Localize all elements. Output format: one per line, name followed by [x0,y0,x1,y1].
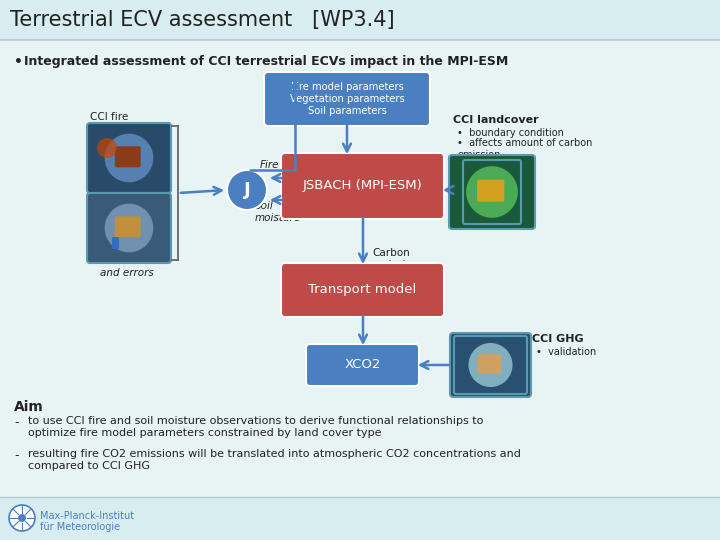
Text: CCI fire: CCI fire [90,112,128,122]
FancyBboxPatch shape [477,354,501,374]
Text: •  affects amount of carbon
emission: • affects amount of carbon emission [457,138,593,160]
Text: •  validation: • validation [536,347,596,357]
Text: JSBACH (MPI-ESM): JSBACH (MPI-ESM) [302,179,423,192]
FancyBboxPatch shape [87,193,171,263]
Text: and errors: and errors [100,268,154,278]
Text: Integrated assessment of CCI terrestrial ECVs impact in the MPI-ESM: Integrated assessment of CCI terrestrial… [24,55,508,68]
Circle shape [104,134,153,183]
FancyBboxPatch shape [450,333,531,397]
Text: J: J [243,181,251,199]
Text: resulting fire CO2 emissions will be translated into atmospheric CO2 concentrati: resulting fire CO2 emissions will be tra… [28,449,521,470]
Text: -: - [14,416,19,429]
Circle shape [9,505,35,531]
Text: CCI landcover: CCI landcover [453,115,539,125]
Circle shape [227,170,267,210]
FancyBboxPatch shape [0,0,720,40]
FancyBboxPatch shape [87,123,171,193]
Text: -: - [14,449,19,462]
Text: für Meteorologie: für Meteorologie [40,522,120,532]
FancyBboxPatch shape [88,124,170,262]
Text: •  boundary condition: • boundary condition [457,128,564,138]
FancyBboxPatch shape [115,146,140,167]
Text: to use CCI fire and soil moisture observations to derive functional relationship: to use CCI fire and soil moisture observ… [28,416,483,437]
Circle shape [469,343,513,387]
FancyBboxPatch shape [477,180,504,202]
Text: Max-Planck-Institut: Max-Planck-Institut [40,511,134,521]
FancyBboxPatch shape [0,497,720,540]
FancyBboxPatch shape [281,263,444,317]
Text: Aim: Aim [14,400,44,414]
Text: •: • [14,55,23,69]
Text: Fire: Fire [260,160,279,170]
Text: Carbon
emissions: Carbon emissions [372,248,424,269]
Text: Terrestrial ECV assessment   [WP3.4]: Terrestrial ECV assessment [WP3.4] [10,10,395,30]
FancyBboxPatch shape [281,153,444,219]
Text: CCI GHG: CCI GHG [532,334,584,344]
FancyBboxPatch shape [264,72,430,126]
Text: XCO2: XCO2 [344,359,381,372]
FancyBboxPatch shape [115,217,140,237]
Text: Soil
moisture: Soil moisture [255,201,301,222]
Circle shape [97,138,117,158]
Text: CCI SM: CCI SM [90,183,127,193]
Text: Fire model parameters
Vegetation parameters
Soil parameters: Fire model parameters Vegetation paramet… [289,83,405,116]
FancyBboxPatch shape [306,344,419,386]
Circle shape [104,204,153,252]
Circle shape [18,514,26,522]
FancyBboxPatch shape [449,155,535,229]
Circle shape [466,166,518,218]
FancyBboxPatch shape [112,237,119,249]
Text: Transport model: Transport model [308,284,417,296]
